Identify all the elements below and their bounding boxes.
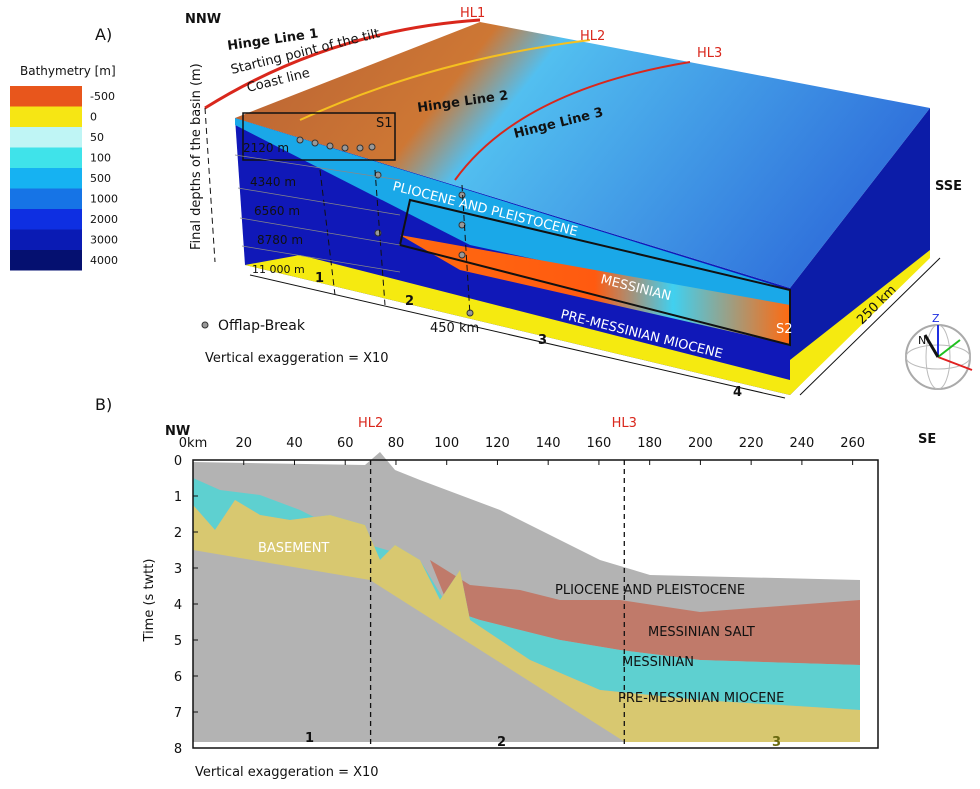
- y-tick-label: 7: [174, 706, 182, 721]
- unit-label: PRE-MESSINIAN MIOCENE: [618, 691, 784, 706]
- x-tick-label: 0km: [179, 436, 207, 451]
- x-tick-label: 100: [434, 436, 459, 451]
- y-tick-label: 4: [174, 598, 182, 613]
- compass-label: Z: [932, 312, 940, 325]
- legend-label: 4000: [90, 254, 118, 267]
- y-tick-label: 6: [174, 670, 182, 685]
- zone: 1: [315, 271, 324, 286]
- legend-swatch: [10, 127, 82, 148]
- axis-title: Final depths of the basin (m): [189, 63, 204, 250]
- legend-label: 3000: [90, 234, 118, 247]
- depth-label: 2120 m: [243, 141, 289, 155]
- y-tick-label: 0: [174, 454, 182, 469]
- direction: NNW: [185, 12, 221, 27]
- depth-label: 4340 m: [250, 175, 296, 189]
- x-tick-label: 180: [637, 436, 662, 451]
- unit-label: MESSINIAN: [622, 655, 694, 670]
- x-tick-label: 120: [485, 436, 510, 451]
- y-tick-label: 5: [174, 634, 182, 649]
- label: S1: [376, 116, 393, 131]
- unit-label: PLIOCENE AND PLEISTOCENE: [555, 583, 745, 598]
- block-diagram: [202, 20, 940, 398]
- label: HL1: [460, 6, 485, 21]
- zone: 3: [772, 735, 781, 750]
- x-tick-label: 140: [536, 436, 561, 451]
- label: HL2: [580, 29, 605, 44]
- x-tick-label: 20: [235, 436, 252, 451]
- axis-title: Time (s twtt): [142, 559, 157, 643]
- unit-label: BASEMENT: [258, 541, 329, 556]
- compass-label: N: [918, 334, 926, 347]
- compass: [906, 325, 972, 389]
- legend-swatch: [10, 168, 82, 189]
- x-tick-label: 80: [388, 436, 405, 451]
- label: HL3: [697, 46, 722, 61]
- hinge-label: HL3: [612, 416, 637, 431]
- legend-swatch: [10, 86, 82, 107]
- note: Vertical exaggeration = X10: [205, 351, 389, 366]
- legend-label: 1000: [90, 193, 118, 206]
- x-tick-label: 240: [789, 436, 814, 451]
- y-tick-label: 1: [174, 490, 182, 505]
- legend-swatch: [10, 209, 82, 230]
- x-tick-label: 60: [337, 436, 354, 451]
- x-tick-label: 40: [286, 436, 303, 451]
- legend-swatch: [10, 189, 82, 210]
- zone: 2: [405, 294, 414, 309]
- zone: 2: [497, 735, 506, 750]
- legend-label: 2000: [90, 213, 118, 226]
- unit-label: MESSINIAN SALT: [648, 625, 755, 640]
- panel-label: B): [95, 395, 112, 414]
- direction: SSE: [935, 179, 962, 194]
- y-tick-label: 2: [174, 526, 182, 541]
- legend-swatch: [10, 107, 82, 128]
- panel-label: A): [95, 25, 112, 44]
- depth-label: 8780 m: [257, 233, 303, 247]
- x-tick-label: 220: [739, 436, 764, 451]
- note: Vertical exaggeration = X10: [195, 765, 379, 780]
- zone: 3: [538, 333, 547, 348]
- depth-label: 6560 m: [254, 204, 300, 218]
- x-tick-label: 200: [688, 436, 713, 451]
- hinge-label: HL2: [358, 416, 383, 431]
- direction: SE: [918, 432, 936, 447]
- dimension: 450 km: [430, 321, 479, 336]
- legend-label: 500: [90, 172, 111, 185]
- zone: 1: [305, 731, 314, 746]
- x-tick-label: 260: [840, 436, 865, 451]
- label: S2: [776, 322, 793, 337]
- figure: A) Bathymetry [m] -500050100500100020003…: [0, 0, 980, 785]
- legend-label: 100: [90, 152, 111, 165]
- legend-label: 0: [90, 111, 97, 124]
- legend-title: Bathymetry [m]: [20, 64, 116, 78]
- y-tick-label: 3: [174, 562, 182, 577]
- zone: 4: [733, 385, 742, 400]
- legend-offlap: Offlap-Break: [218, 318, 306, 334]
- legend-label: -500: [90, 90, 115, 103]
- legend-label: 50: [90, 131, 104, 144]
- legend: -500 0 50 100 500 1000 2000 3000 4000: [10, 86, 118, 271]
- x-tick-label: 160: [587, 436, 612, 451]
- legend-swatch: [10, 230, 82, 251]
- depth-label: 11 000 m: [252, 263, 305, 276]
- legend-swatch: [10, 250, 82, 271]
- y-tick-label: 8: [174, 742, 182, 757]
- legend-swatch: [10, 148, 82, 169]
